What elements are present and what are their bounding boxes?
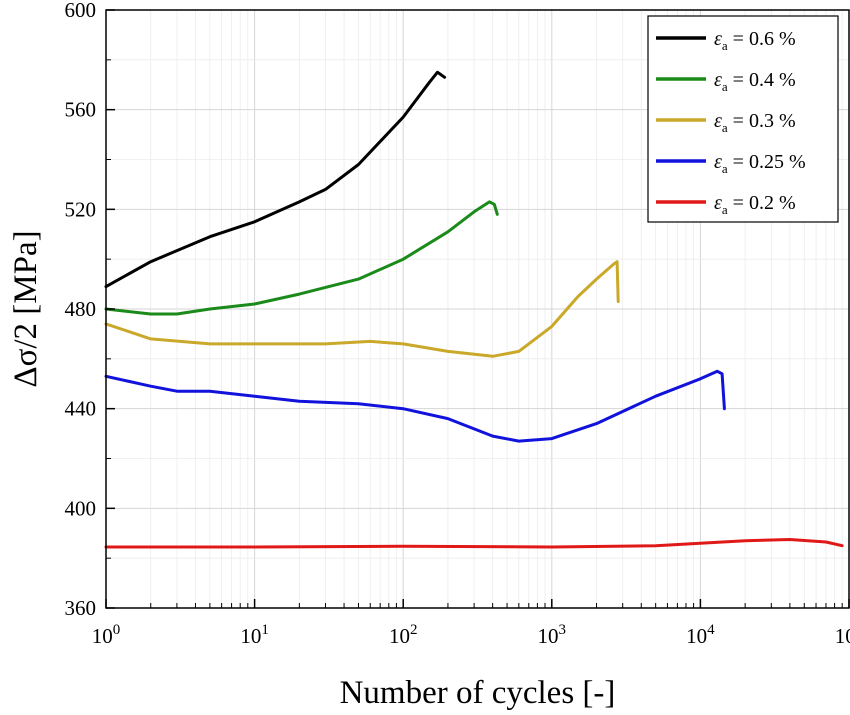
legend-entry-label: εa = 0.6 % — [714, 28, 796, 53]
x-axis-title: Number of cycles [-] — [340, 675, 616, 711]
x-tick-label: 100 — [92, 622, 121, 648]
legend-entry-label: εa = 0.25 % — [714, 151, 806, 176]
x-tick-label: 103 — [538, 622, 567, 648]
ticks — [105, 9, 850, 609]
series-line-3 — [104, 260, 620, 358]
series-line-1 — [104, 70, 447, 289]
legend-entry-label: εa = 0.2 % — [714, 192, 796, 217]
x-tick-label: 101 — [240, 622, 269, 648]
tick-labels: 100 101 102 103 104 105 360 400 440 480 520 560 600 — [65, 0, 850, 648]
y-tick-label: 360 — [65, 596, 97, 620]
series-line-4 — [104, 369, 726, 443]
y-tick-label: 520 — [65, 197, 97, 221]
series-line-2 — [104, 200, 499, 316]
series-line-5 — [104, 538, 844, 549]
y-tick-label: 480 — [65, 297, 97, 321]
y-tick-label: 400 — [65, 496, 97, 520]
x-tick-label: 104 — [686, 622, 715, 648]
y-tick-label: 600 — [65, 0, 97, 22]
y-tick-label: 560 — [65, 98, 97, 122]
legend: εa = 0.6 % εa = 0.4 % εa = 0.3 % εa = 0.25 … — [647, 15, 839, 223]
legend-entry-label: εa = 0.4 % — [714, 69, 796, 94]
grid — [105, 9, 850, 609]
x-tick-label: 102 — [389, 622, 418, 648]
y-axis-title: Δσ/2 [MPa] — [8, 230, 44, 387]
legend-entry-label: εa = 0.3 % — [714, 110, 796, 135]
series-group — [104, 70, 844, 549]
x-tick-label: 105 — [835, 622, 850, 648]
y-tick-label: 440 — [65, 397, 97, 421]
